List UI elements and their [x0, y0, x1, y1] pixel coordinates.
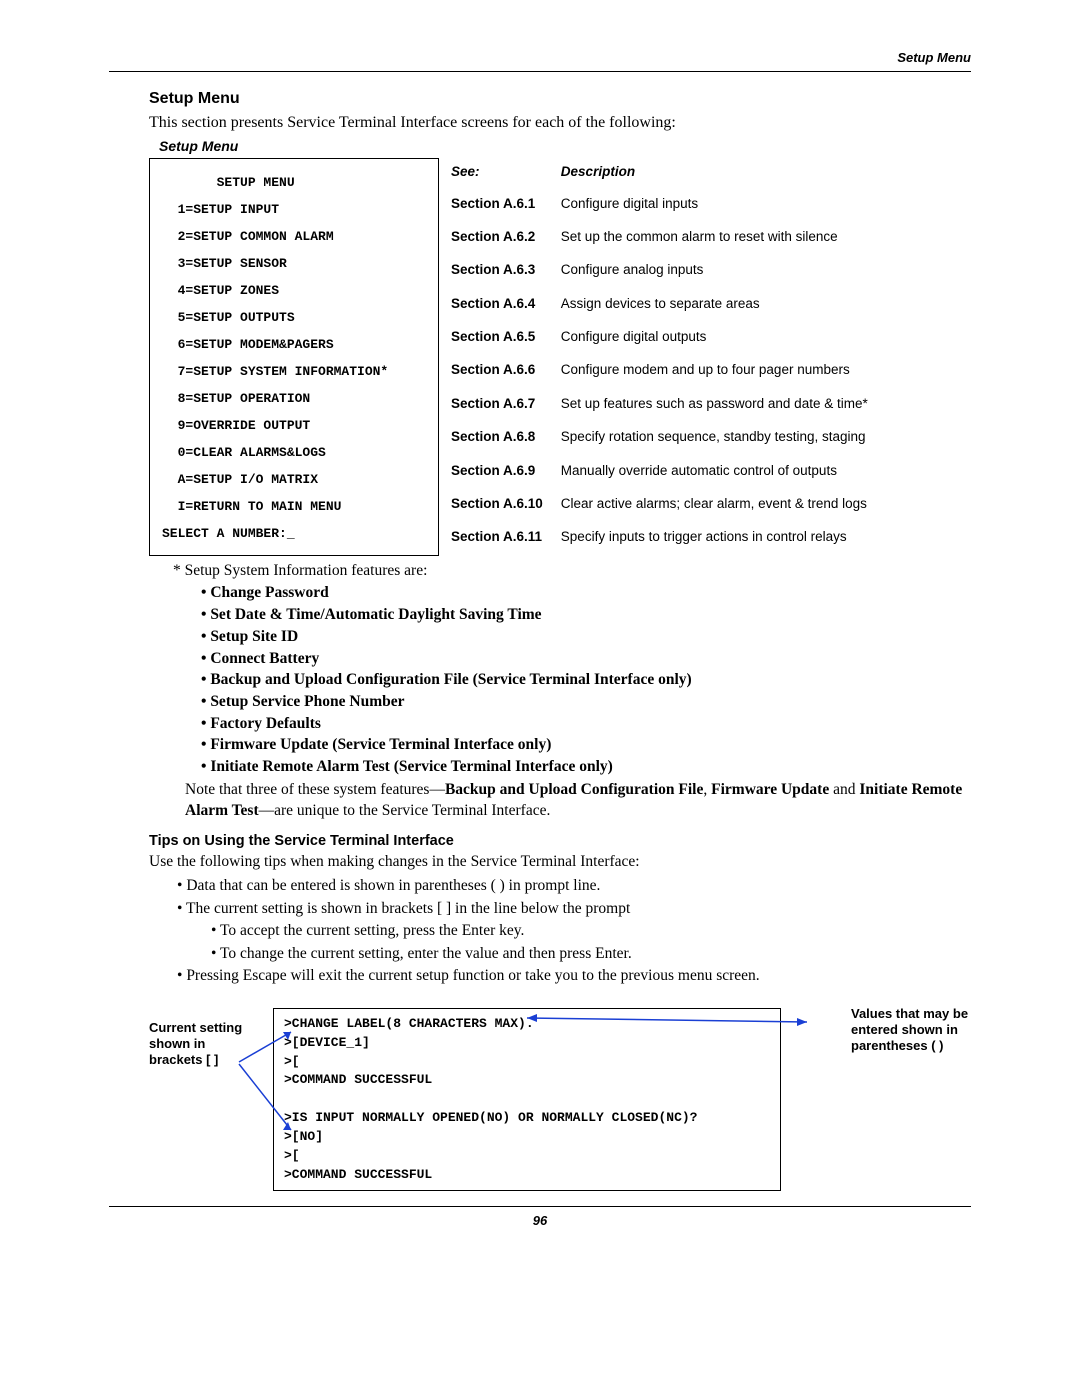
- section-desc: Configure modem and up to four pager num…: [557, 356, 882, 389]
- arrow-right: [527, 1014, 817, 1034]
- table-row: Section A.6.3Configure analog inputs: [447, 256, 882, 289]
- section-desc: Clear active alarms; clear alarm, event …: [557, 490, 882, 523]
- feature-item: Setup Site ID: [201, 626, 971, 648]
- header-rule: [109, 71, 971, 72]
- figure-caption: Setup Menu: [159, 138, 971, 154]
- table-row: Section A.6.4Assign devices to separate …: [447, 289, 882, 322]
- table-row: Section A.6.7Set up features such as pas…: [447, 389, 882, 422]
- tips-sublist: To accept the current setting, press the…: [211, 920, 971, 965]
- callout-right-label: Values that may be entered shown in pare…: [851, 1006, 1011, 1055]
- section-ref: Section A.6.6: [447, 356, 557, 389]
- endnote-lead: * Setup System Information features are:: [173, 562, 971, 580]
- section-ref: Section A.6.1: [447, 189, 557, 222]
- note-pre: Note that three of these system features…: [185, 781, 445, 798]
- feature-item: Backup and Upload Configuration File (Se…: [201, 669, 971, 691]
- tips-intro: Use the following tips when making chang…: [149, 853, 971, 871]
- section-ref: Section A.6.3: [447, 256, 557, 289]
- callout-left-label: Current setting shown in brackets [ ]: [149, 1020, 245, 1069]
- header-section-label: Setup Menu: [109, 50, 971, 71]
- section-desc: Configure digital inputs: [557, 189, 882, 222]
- table-row: Section A.6.6Configure modem and up to f…: [447, 356, 882, 389]
- feature-item: Set Date & Time/Automatic Daylight Savin…: [201, 604, 971, 626]
- section-ref: Section A.6.10: [447, 490, 557, 523]
- feature-item: Change Password: [201, 582, 971, 604]
- section-desc: Specify rotation sequence, standby testi…: [557, 423, 882, 456]
- table-row: Section A.6.2Set up the common alarm to …: [447, 222, 882, 255]
- example-figure: Current setting shown in brackets [ ] >C…: [149, 1002, 971, 1182]
- page-number: 96: [109, 1213, 971, 1228]
- menu-figure: SETUP MENU 1=SETUP INPUT 2=SETUP COMMON …: [149, 158, 971, 556]
- feature-item: Initiate Remote Alarm Test (Service Term…: [201, 756, 971, 778]
- note-post: —are unique to the Service Terminal Inte…: [259, 802, 551, 819]
- tips-subitem: To accept the current setting, press the…: [211, 920, 971, 942]
- menu-description-table: See: Description Section A.6.1Configure …: [447, 160, 882, 556]
- table-row: Section A.6.11Specify inputs to trigger …: [447, 523, 882, 557]
- note-m1: ,: [703, 781, 711, 798]
- feature-item: Factory Defaults: [201, 713, 971, 735]
- table-row: Section A.6.9Manually override automatic…: [447, 456, 882, 489]
- features-note: Note that three of these system features…: [185, 780, 971, 822]
- section-ref: Section A.6.11: [447, 523, 557, 557]
- arrow-left: [239, 1032, 304, 1142]
- col-see: See:: [447, 160, 557, 189]
- note-m2: and: [829, 781, 859, 798]
- section-desc: Set up the common alarm to reset with si…: [557, 222, 882, 255]
- col-desc: Description: [557, 160, 882, 189]
- tips-item: The current setting is shown in brackets…: [177, 898, 971, 965]
- section-ref: Section A.6.8: [447, 423, 557, 456]
- feature-item: Firmware Update (Service Terminal Interf…: [201, 734, 971, 756]
- features-list: Change PasswordSet Date & Time/Automatic…: [201, 582, 971, 777]
- tips-item: Data that can be entered is shown in par…: [177, 875, 971, 897]
- terminal-screen: SETUP MENU 1=SETUP INPUT 2=SETUP COMMON …: [149, 158, 439, 556]
- section-ref: Section A.6.5: [447, 323, 557, 356]
- section-title: Setup Menu: [149, 90, 971, 108]
- tips-list: Data that can be entered is shown in par…: [177, 875, 971, 987]
- feature-item: Connect Battery: [201, 648, 971, 670]
- table-row: Section A.6.5Configure digital outputs: [447, 323, 882, 356]
- tips-subitem: To change the current setting, enter the…: [211, 943, 971, 965]
- section-ref: Section A.6.2: [447, 222, 557, 255]
- section-desc: Manually override automatic control of o…: [557, 456, 882, 489]
- terminal-example: >CHANGE LABEL(8 CHARACTERS MAX). >[DEVIC…: [273, 1008, 781, 1192]
- table-row: Section A.6.8Specify rotation sequence, …: [447, 423, 882, 456]
- section-intro: This section presents Service Terminal I…: [149, 114, 971, 132]
- section-desc: Set up features such as password and dat…: [557, 389, 882, 422]
- section-desc: Configure analog inputs: [557, 256, 882, 289]
- table-row: Section A.6.1Configure digital inputs: [447, 189, 882, 222]
- section-desc: Specify inputs to trigger actions in con…: [557, 523, 882, 557]
- note-b1: Backup and Upload Configuration File: [445, 781, 703, 798]
- note-b2: Firmware Update: [711, 781, 829, 798]
- footer-rule: [109, 1206, 971, 1207]
- section-ref: Section A.6.9: [447, 456, 557, 489]
- table-row: Section A.6.10Clear active alarms; clear…: [447, 490, 882, 523]
- feature-item: Setup Service Phone Number: [201, 691, 971, 713]
- section-desc: Assign devices to separate areas: [557, 289, 882, 322]
- section-ref: Section A.6.7: [447, 389, 557, 422]
- tips-title: Tips on Using the Service Terminal Inter…: [149, 833, 971, 849]
- tips-item: Pressing Escape will exit the current se…: [177, 965, 971, 987]
- section-ref: Section A.6.4: [447, 289, 557, 322]
- section-desc: Configure digital outputs: [557, 323, 882, 356]
